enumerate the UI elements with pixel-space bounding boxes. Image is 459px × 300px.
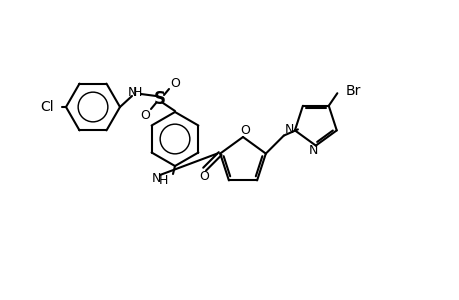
Text: N: N [127,85,136,98]
Text: Br: Br [345,84,360,98]
Text: S: S [154,90,166,108]
Text: O: O [199,169,209,183]
Text: H: H [158,173,168,187]
Text: N: N [151,172,160,185]
Text: H: H [132,85,141,98]
Text: O: O [140,109,150,122]
Text: Cl: Cl [40,100,54,114]
Text: O: O [170,76,179,89]
Text: N: N [308,144,318,157]
Text: O: O [240,124,249,136]
Text: N: N [285,123,294,136]
